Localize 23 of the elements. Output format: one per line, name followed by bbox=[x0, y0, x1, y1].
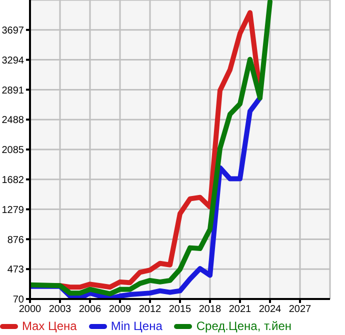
y-tick-label: 3294 bbox=[2, 55, 24, 66]
legend-label: Max Цена bbox=[22, 319, 77, 333]
y-tick-label: 473 bbox=[7, 264, 24, 276]
y-tick-label: 2085 bbox=[2, 145, 24, 156]
x-tick-label: 2027 bbox=[288, 304, 312, 316]
x-tick-label: 2009 bbox=[108, 304, 132, 316]
x-tick-label: 2021 bbox=[228, 304, 252, 316]
y-tick-label: 70 bbox=[12, 294, 24, 306]
y-tick-label: 3697 bbox=[2, 25, 24, 36]
x-tick-label: 2003 bbox=[48, 304, 72, 316]
x-tick-label: 2006 bbox=[78, 304, 102, 316]
x-tick-label: 2018 bbox=[198, 304, 222, 316]
y-tick-label: 1279 bbox=[2, 204, 24, 216]
y-tick-label: 2488 bbox=[2, 115, 24, 126]
y-tick-label: 876 bbox=[7, 234, 24, 246]
x-tick-label: 2000 bbox=[18, 304, 42, 316]
x-tick-label: 2012 bbox=[138, 304, 162, 316]
legend-label: Min Цена bbox=[110, 319, 162, 333]
y-tick-label: 1682 bbox=[2, 174, 24, 186]
y-tick-label: 2891 bbox=[2, 85, 24, 96]
x-tick-label: 2024 bbox=[258, 304, 282, 316]
x-tick-label: 2015 bbox=[168, 304, 192, 316]
legend-label: Сред.Цена, т.йен bbox=[196, 319, 292, 333]
